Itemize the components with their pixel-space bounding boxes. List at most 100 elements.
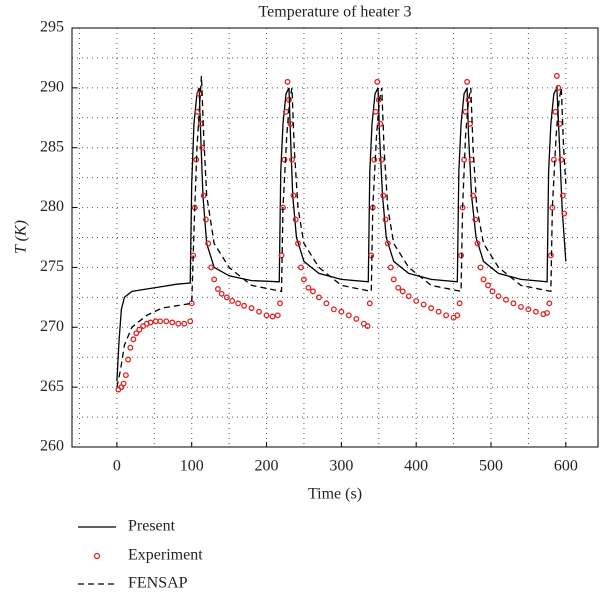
data-point <box>125 356 132 363</box>
data-point <box>559 192 566 199</box>
data-point <box>127 344 134 351</box>
x-tick-label: 0 <box>113 458 121 475</box>
data-point <box>378 156 385 163</box>
y-tick-label: 270 <box>40 318 64 335</box>
data-point <box>443 312 450 319</box>
data-point <box>330 306 337 313</box>
data-point <box>485 282 491 289</box>
data-point <box>547 252 554 259</box>
data-point <box>205 240 212 247</box>
data-point <box>472 216 479 223</box>
legend-label: Experiment <box>128 547 203 564</box>
data-point <box>147 319 154 326</box>
data-point <box>208 264 215 271</box>
data-point <box>269 313 276 320</box>
y-tick-label: 285 <box>40 138 64 155</box>
data-point <box>510 300 517 307</box>
x-tick-label: 300 <box>329 458 353 475</box>
data-point <box>281 156 288 163</box>
data-point <box>122 372 129 379</box>
data-point <box>120 380 127 387</box>
data-point <box>277 300 283 307</box>
data-point <box>420 301 427 308</box>
data-point <box>175 320 182 327</box>
y-tick-label: 265 <box>40 378 64 395</box>
data-point <box>295 240 301 247</box>
data-point <box>353 315 360 322</box>
data-point <box>555 84 562 91</box>
y-tick-label: 295 <box>40 19 64 36</box>
data-point <box>136 326 143 333</box>
x-axis-label: Time (s) <box>308 486 362 503</box>
data-point <box>338 308 345 315</box>
x-tick-label: 200 <box>255 458 279 475</box>
data-point <box>305 284 312 291</box>
data-point <box>229 297 236 304</box>
data-point <box>214 286 221 292</box>
y-tick-label: 290 <box>40 79 64 96</box>
data-point <box>380 192 387 199</box>
data-point <box>470 192 476 199</box>
data-point <box>235 300 242 307</box>
data-point <box>292 216 299 223</box>
y-tick-label: 275 <box>40 258 64 275</box>
data-point <box>374 78 381 85</box>
data-point <box>274 312 281 319</box>
data-point <box>387 264 394 271</box>
data-point <box>382 216 389 223</box>
legend-label: Present <box>128 518 176 535</box>
data-point <box>375 96 382 103</box>
data-point <box>366 300 373 307</box>
data-point <box>202 216 209 223</box>
data-point <box>241 302 248 309</box>
data-point <box>372 108 379 115</box>
data-point <box>371 156 378 163</box>
data-point <box>181 320 188 327</box>
x-tick-label: 500 <box>479 458 503 475</box>
data-point <box>289 156 295 163</box>
data-point <box>218 290 225 297</box>
y-tick-label: 280 <box>40 198 64 215</box>
data-point <box>187 318 194 325</box>
x-tick-label: 400 <box>404 458 428 475</box>
data-point <box>552 108 559 115</box>
data-point <box>300 276 307 283</box>
data-point <box>532 308 539 315</box>
data-point <box>133 330 140 337</box>
data-point <box>384 240 391 247</box>
data-point <box>480 276 487 283</box>
data-point <box>364 323 371 330</box>
data-point <box>477 264 484 271</box>
data-point <box>163 318 170 325</box>
data-point <box>223 294 230 301</box>
data-point <box>428 305 435 312</box>
data-point <box>558 156 565 163</box>
data-point <box>456 300 463 307</box>
data-point <box>489 288 496 295</box>
data-point <box>199 144 206 151</box>
data-point <box>248 305 255 312</box>
data-point <box>495 293 502 300</box>
data-point <box>413 297 420 304</box>
data-point <box>200 192 207 199</box>
data-point <box>544 309 551 316</box>
data-point <box>474 240 481 247</box>
data-point <box>309 288 316 295</box>
data-point <box>503 296 509 303</box>
series-line <box>116 85 567 382</box>
data-point <box>561 210 568 217</box>
y-tick-label: 260 <box>40 438 64 455</box>
x-tick-label: 100 <box>180 458 204 475</box>
plot-frame <box>71 27 599 448</box>
data-point <box>211 276 218 283</box>
series-line <box>116 75 567 388</box>
data-point <box>462 108 469 115</box>
data-point <box>377 120 384 127</box>
data-point <box>130 336 137 343</box>
data-point <box>467 120 474 127</box>
data-point <box>399 288 406 295</box>
x-tick-label: 600 <box>554 458 578 475</box>
data-point <box>454 312 461 319</box>
y-axis-label: T (K) <box>13 220 30 254</box>
